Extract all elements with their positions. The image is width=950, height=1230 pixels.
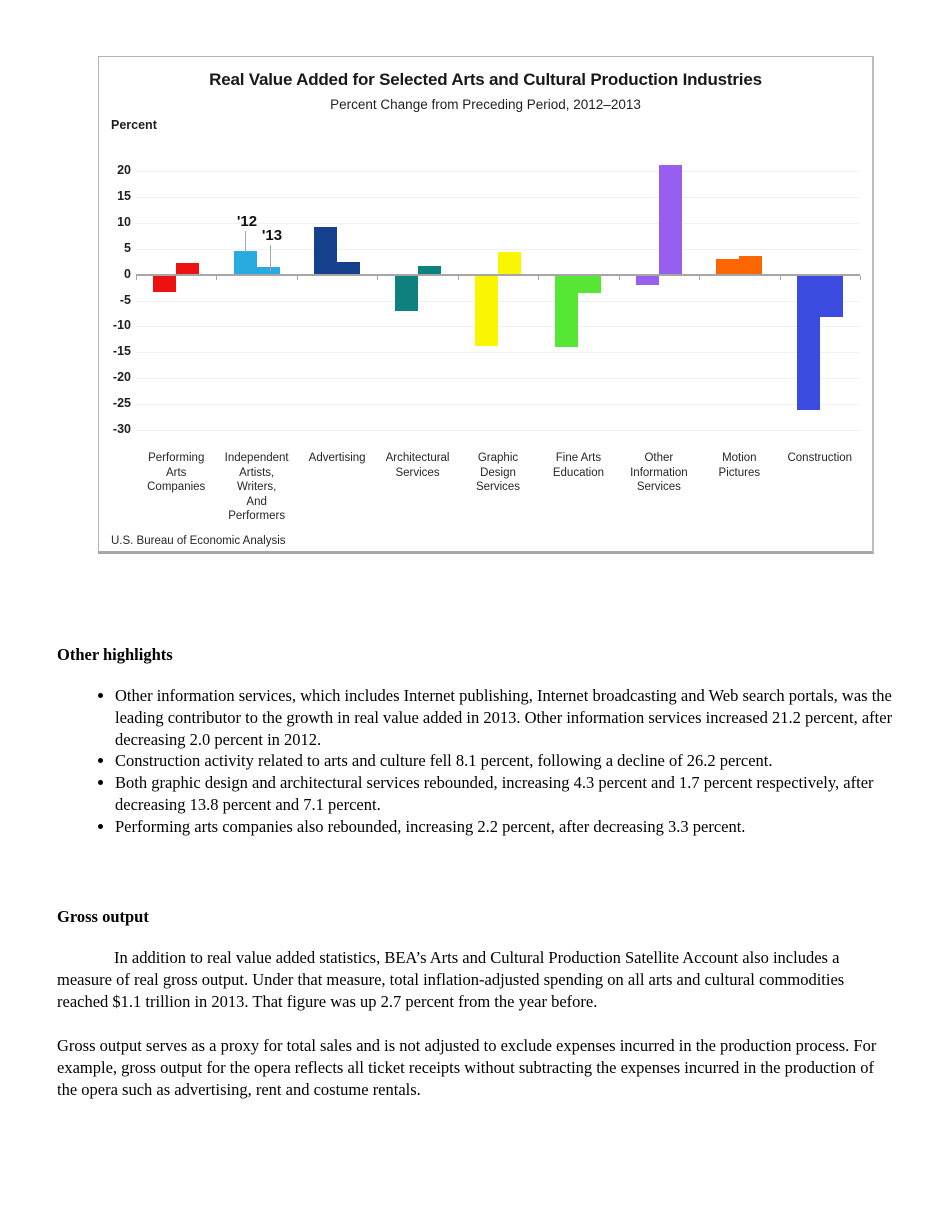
- y-axis-tick-label: 0: [124, 266, 131, 281]
- x-axis-category-label: Independent Artists, Writers, And Perfor…: [224, 452, 289, 522]
- x-axis-tick-mark: [136, 275, 137, 280]
- chart-subtitle: Percent Change from Preceding Period, 20…: [330, 97, 641, 112]
- bar-2012: [394, 274, 418, 312]
- highlight-bullet-item: Both graphic design and architectural se…: [115, 772, 893, 816]
- highlight-bullet-item: Performing arts companies also rebounded…: [115, 816, 893, 838]
- y-axis-tick-label: -20: [112, 370, 131, 385]
- y-axis-tick-label: -10: [112, 318, 131, 333]
- bar-2012: [796, 274, 820, 411]
- highlights-heading: Other highlights: [57, 645, 173, 664]
- x-axis-tick-mark: [377, 275, 379, 280]
- gridline: [136, 430, 860, 431]
- bar-2013: [498, 252, 521, 275]
- series-label-2012-leader-line: [245, 231, 246, 252]
- bar-2012: [716, 258, 740, 275]
- bar-2013: [578, 274, 602, 294]
- y-axis-tick-label: -25: [112, 396, 131, 411]
- bar-2012: [555, 274, 579, 347]
- bar-2013: [176, 263, 200, 275]
- x-axis-tick-mark: [296, 275, 298, 280]
- bar-2013: [417, 265, 441, 275]
- bar-2013: [337, 262, 361, 275]
- series-label-2012: '12: [236, 213, 258, 230]
- bar-2012: [153, 274, 177, 292]
- x-axis-tick-mark: [699, 275, 701, 280]
- y-axis-tick-label: -15: [112, 344, 131, 359]
- bar-2012: [314, 226, 338, 275]
- chart-container: 20 15 10 5 0 -5 -10 -15 -20 -25 -30 Performing Arts…: [98, 56, 874, 554]
- series-label-2013: '13: [261, 227, 283, 244]
- chart-plot-area: 20 15 10 5 0 -5 -10 -15 -20 -25 -30 Performing Arts…: [99, 57, 872, 551]
- bar-2012: [635, 274, 659, 285]
- gridline: [136, 352, 860, 354]
- gridline: [136, 326, 860, 328]
- y-axis-tick-label: 15: [117, 188, 131, 203]
- gridline: [136, 248, 860, 250]
- bar-2013: [739, 255, 763, 275]
- x-axis-tick-mark: [779, 275, 781, 280]
- gridline: [136, 222, 860, 224]
- gridline: [136, 378, 860, 380]
- gross-output-paragraph-1: In addition to real value added statisti…: [57, 948, 845, 1011]
- y-axis-tick-label: -5: [119, 292, 131, 307]
- series-label-2013-leader-line: [270, 245, 271, 271]
- gridline: [136, 171, 860, 172]
- x-axis-tick-mark: [216, 275, 218, 280]
- highlight-bullet-item: Construction activity related to arts an…: [115, 750, 893, 772]
- gridline: [136, 196, 860, 198]
- bar-2013: [256, 266, 280, 275]
- x-axis-category-label: Advertising: [308, 452, 366, 464]
- gridline: [136, 300, 860, 302]
- x-axis-category-label: Performing Arts Companies: [147, 452, 206, 493]
- x-axis-category-label: Architectural Services: [385, 452, 450, 479]
- x-axis-zero-line: [136, 273, 860, 276]
- y-axis-tick-label: 5: [124, 240, 131, 255]
- bar-2012: [233, 251, 257, 275]
- x-axis-tick-mark: [860, 275, 861, 280]
- chart-source-attribution: U.S. Bureau of Economic Analysis: [111, 535, 286, 547]
- highlight-bullet-item: Other information services, which includ…: [115, 685, 893, 750]
- bar-2012: [475, 274, 498, 347]
- x-axis-category-label: Construction: [787, 452, 853, 464]
- x-axis-category-label: Motion Pictures: [718, 452, 761, 479]
- y-axis-tick-label: -30: [112, 422, 131, 436]
- gross-output-paragraph-2: Gross output serves as a proxy for total…: [57, 1036, 877, 1099]
- y-axis-unit-label: Percent: [111, 118, 157, 132]
- bar-2013: [658, 164, 682, 275]
- highlights-bullet-list: Other information services, which includ…: [57, 685, 893, 838]
- bar-2013: [819, 274, 843, 317]
- x-axis-tick-mark: [538, 275, 540, 280]
- gross-output-heading: Gross output: [57, 907, 149, 926]
- x-axis-category-label: Graphic Design Services: [475, 452, 521, 493]
- y-axis-tick-label: 20: [117, 163, 131, 177]
- x-axis-category-label: Fine Arts Education: [552, 452, 605, 479]
- chart-title: Real Value Added for Selected Arts and C…: [209, 70, 762, 89]
- x-axis-tick-mark: [457, 275, 459, 280]
- x-axis-tick-mark: [618, 275, 620, 280]
- y-axis-tick-label: 10: [117, 214, 131, 229]
- x-axis-category-label: Other Information Services: [630, 452, 688, 493]
- gridline: [136, 404, 860, 406]
